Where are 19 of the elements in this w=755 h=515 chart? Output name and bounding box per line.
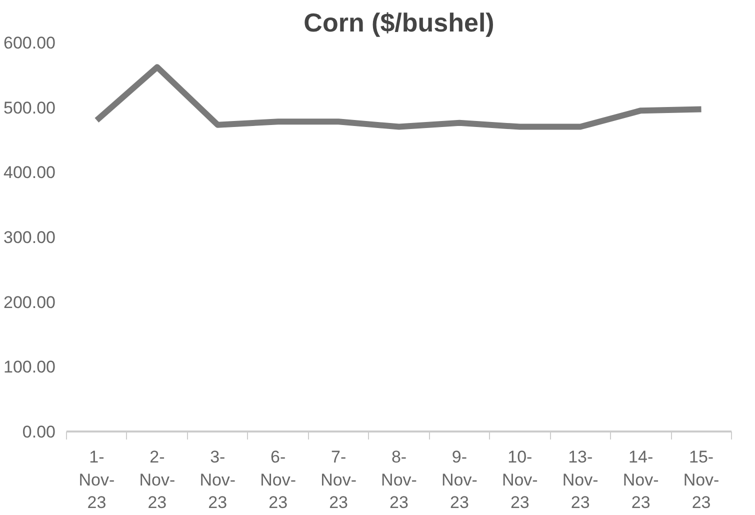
y-tick-label: 300.00 <box>4 228 56 247</box>
x-tick-label: 15-Nov-23 <box>683 448 720 512</box>
y-tick-label: 200.00 <box>4 292 56 312</box>
x-tick-label: 10-Nov-23 <box>502 448 538 512</box>
x-tick-label: 9-Nov-23 <box>442 448 478 512</box>
x-tick-label: 3-Nov-23 <box>200 448 236 512</box>
x-tick-label: 13-Nov-23 <box>562 448 598 512</box>
x-tick-label: 8-Nov-23 <box>381 448 417 512</box>
x-tick-label: 6-Nov-23 <box>260 448 296 512</box>
x-tick-label: 2-Nov-23 <box>139 448 176 512</box>
x-tick-label: 1-Nov-23 <box>78 448 115 512</box>
x-tick-label: 14-Nov-23 <box>622 448 659 512</box>
chart-title: Corn ($/bushel) <box>304 8 494 38</box>
x-tick-label: 7-Nov-23 <box>320 448 357 512</box>
y-tick-label: 500.00 <box>4 98 56 118</box>
y-tick-label: 100.00 <box>4 358 56 377</box>
y-tick-label: 400.00 <box>4 163 56 182</box>
y-tick-label: 600.00 <box>4 34 56 52</box>
y-tick-label: 0.00 <box>22 422 56 442</box>
